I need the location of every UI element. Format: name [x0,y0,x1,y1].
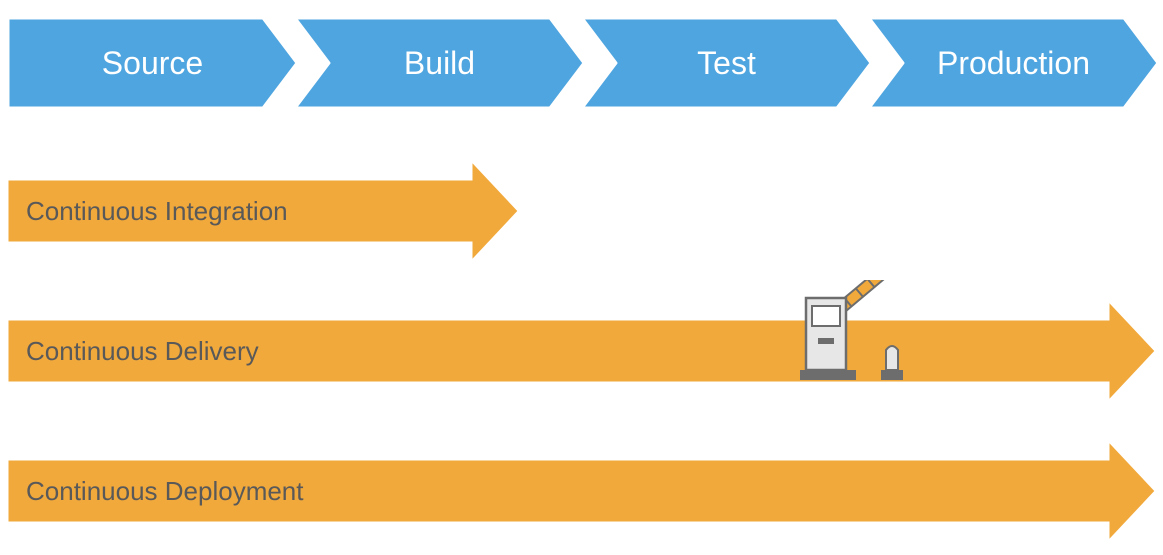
chevron-shape [8,18,297,108]
stage-source: Source [8,18,297,108]
arrow-label: Continuous Delivery [26,320,259,382]
pipeline-stages: Source Build Test Production [8,18,1155,108]
chevron-shape [869,18,1158,108]
arrow-continuous-deployment: Continuous Deployment [8,460,1155,522]
stage-test: Test [582,18,871,108]
arrow-continuous-delivery: Continuous Delivery [8,320,1155,382]
chevron-shape [582,18,871,108]
arrow-label: Continuous Deployment [26,460,304,522]
stage-build: Build [295,18,584,108]
arrow-label: Continuous Integration [26,180,288,242]
arrow-continuous-integration: Continuous Integration [8,180,518,242]
stage-production: Production [869,18,1158,108]
chevron-shape [295,18,584,108]
